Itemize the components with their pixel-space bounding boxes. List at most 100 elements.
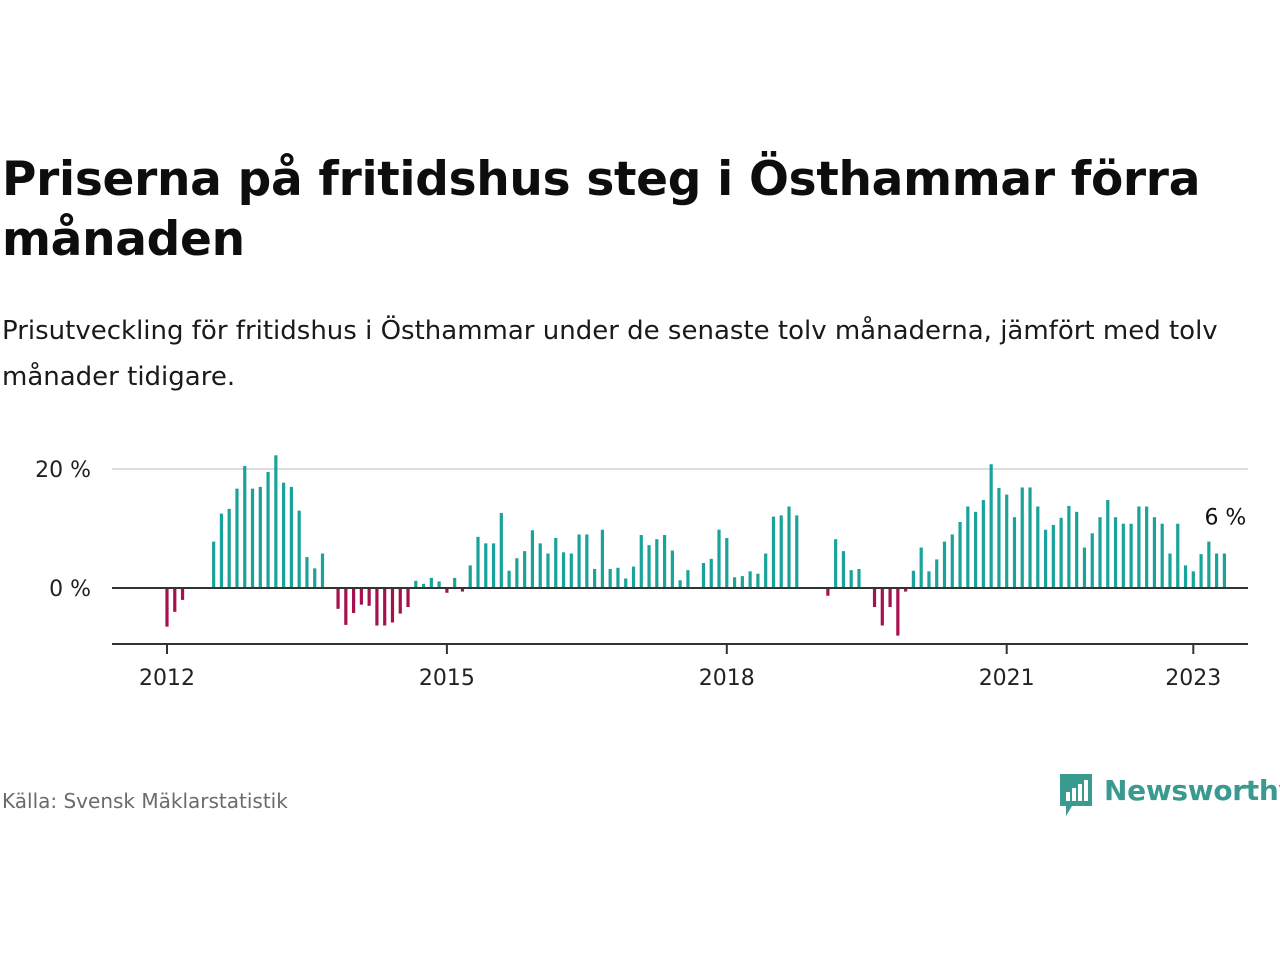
bar [165, 588, 169, 627]
bar [437, 581, 441, 588]
bar [445, 588, 449, 593]
bar [942, 541, 947, 588]
bar [569, 553, 573, 588]
bar [966, 506, 970, 588]
bar [935, 559, 939, 588]
bar [375, 588, 379, 626]
bar [468, 565, 472, 588]
bar [888, 588, 892, 608]
bar [546, 553, 550, 588]
bar [740, 576, 744, 588]
bar [709, 558, 713, 588]
bar [530, 530, 535, 588]
x-tick-label: 2015 [419, 666, 475, 691]
bar [1121, 523, 1125, 588]
bar [1028, 487, 1032, 588]
bar [320, 553, 325, 588]
bar [1106, 499, 1110, 588]
bar [484, 543, 488, 589]
x-tick-label: 2021 [979, 666, 1035, 691]
bar [919, 547, 923, 588]
bar [1020, 487, 1024, 588]
bar [1168, 553, 1172, 588]
x-tick-label: 2018 [699, 666, 755, 691]
bar [1098, 517, 1102, 588]
bar [1113, 517, 1118, 588]
bar [1199, 554, 1203, 588]
bar [460, 588, 465, 592]
bar [896, 588, 900, 636]
bar [180, 588, 185, 600]
bar [756, 573, 760, 588]
bar [1129, 523, 1133, 588]
bar [266, 471, 270, 588]
bar [655, 539, 659, 588]
bar [429, 577, 433, 588]
bar [958, 521, 962, 588]
bar [593, 568, 597, 588]
y-tick-label: 0 % [49, 577, 91, 602]
bar [1090, 533, 1094, 588]
bar [1051, 524, 1055, 588]
bar [274, 455, 278, 588]
bar [732, 577, 737, 588]
bar [577, 534, 581, 588]
bar [289, 486, 293, 588]
bar [1145, 506, 1149, 588]
bar [390, 588, 395, 623]
chart-title: Priserna på fritidshus steg i Östhammar … [2, 152, 1201, 267]
bar [1005, 494, 1009, 588]
bar [219, 513, 224, 589]
bar [344, 588, 348, 625]
bar [367, 588, 371, 606]
chart-subtitle: Prisutveckling för fritidshus i Östhamma… [2, 316, 1218, 392]
bar [1012, 517, 1017, 588]
bar [297, 510, 301, 588]
bar [974, 511, 978, 588]
bar [616, 567, 620, 588]
bar [1137, 506, 1141, 588]
bar [476, 536, 480, 588]
bar [585, 534, 589, 588]
bar [173, 588, 177, 612]
bar [336, 588, 340, 609]
bar-chart: 0 % 20 % 2012 2015 2018 2021 2023 6 % [35, 455, 1248, 691]
bar [1043, 529, 1048, 588]
x-tick-label: 2012 [139, 666, 195, 691]
brand-logo[interactable]: Newsworthy [1058, 772, 1280, 820]
bar [507, 570, 511, 588]
bar [1082, 547, 1087, 588]
bar [1059, 517, 1063, 588]
bar [235, 488, 239, 588]
bar [872, 588, 877, 608]
bar [250, 488, 255, 588]
bar [212, 541, 216, 588]
bar [663, 535, 667, 588]
bar [383, 588, 387, 626]
bar [227, 508, 231, 588]
bar [453, 577, 457, 588]
bar [849, 570, 853, 588]
bar [647, 545, 651, 588]
bar [826, 588, 830, 596]
bar [313, 568, 317, 588]
bar [764, 553, 768, 588]
bar [981, 499, 985, 588]
bar [927, 571, 931, 588]
bar [398, 588, 402, 614]
bar [1183, 565, 1188, 588]
bar [515, 558, 519, 588]
bar [1215, 553, 1219, 588]
bar [678, 580, 682, 588]
bar [600, 529, 604, 588]
bar [997, 488, 1001, 588]
bar [725, 538, 729, 588]
bar [834, 539, 838, 588]
y-tick-label: 20 % [35, 458, 91, 483]
bar [841, 551, 846, 588]
bar [639, 535, 643, 588]
x-tick-label: 2023 [1165, 666, 1221, 691]
bar [1207, 541, 1211, 588]
newsworthy-logo-icon [1060, 774, 1092, 816]
bar [771, 516, 776, 588]
